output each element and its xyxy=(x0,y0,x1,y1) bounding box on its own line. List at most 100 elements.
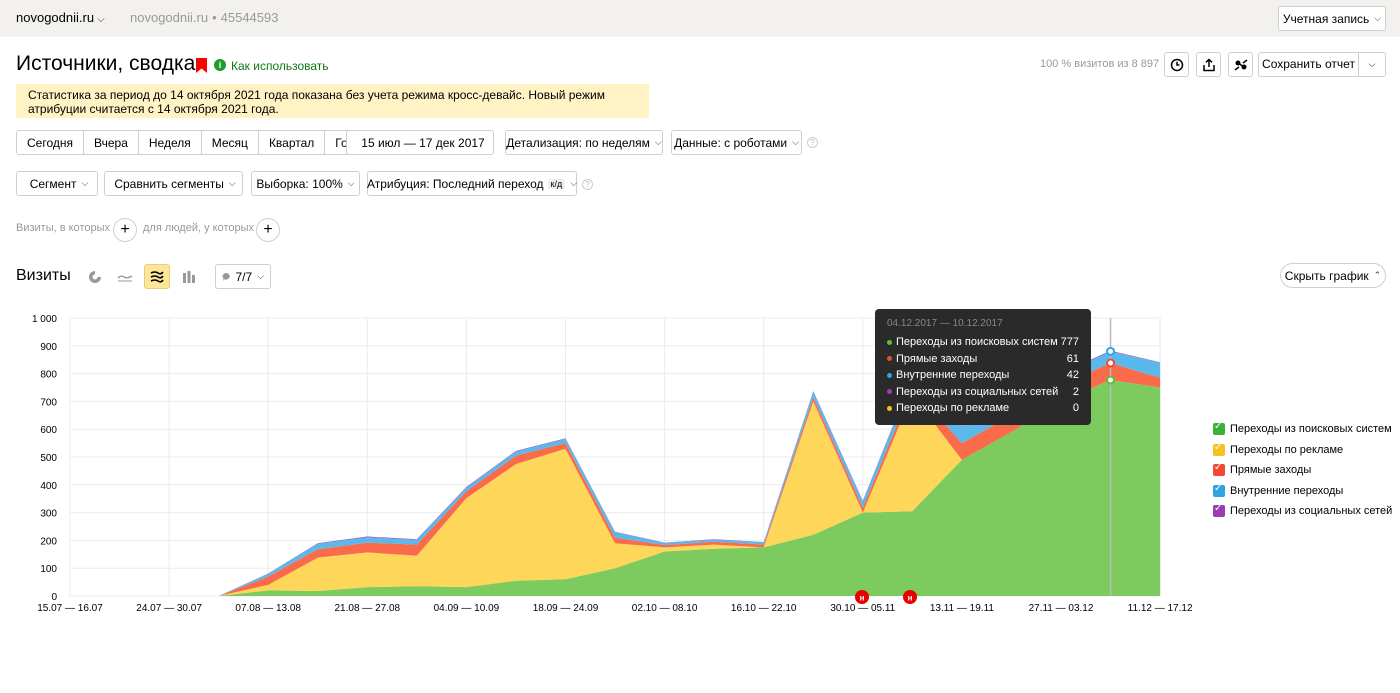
period-tab-quarter[interactable]: Квартал xyxy=(258,131,326,154)
save-report-button[interactable]: Сохранить отчет xyxy=(1259,53,1359,76)
data-mode-select[interactable]: Данные: с роботами ⌵ xyxy=(671,130,802,155)
hover-point xyxy=(1106,375,1116,385)
share-button[interactable] xyxy=(1228,52,1253,77)
tooltip-label: Внутренние переходы xyxy=(896,369,1010,382)
help-icon[interactable]: ? xyxy=(582,179,593,190)
tooltip-value: 42 xyxy=(1066,369,1079,382)
chart-type-line[interactable] xyxy=(112,264,138,289)
legend-checkbox[interactable] xyxy=(1213,483,1225,497)
x-tick-label: 04.09 — 10.09 xyxy=(434,603,500,614)
account-button[interactable]: Учетная запись ⌵ xyxy=(1278,6,1386,31)
legend-item[interactable]: Переходы из поисковых систем xyxy=(1213,419,1392,440)
attribution-select[interactable]: Атрибуция: Последний переход к/д ⌵ xyxy=(367,171,577,196)
separator: • xyxy=(212,10,217,25)
y-tick-label: 600 xyxy=(40,425,57,436)
tooltip-dot xyxy=(887,372,892,378)
legend-checkbox[interactable] xyxy=(1213,462,1225,477)
legend-item[interactable]: Переходы по рекламе xyxy=(1213,440,1392,461)
legend-checkbox[interactable] xyxy=(1213,442,1225,456)
chevron-down-icon: ⌵ xyxy=(97,14,105,25)
chevron-down-icon: ⌵ xyxy=(792,137,799,147)
metrics-select[interactable]: 7/7 ⌵ xyxy=(215,264,271,289)
area-series-0[interactable] xyxy=(70,380,1161,596)
period-tab-today[interactable]: Сегодня xyxy=(17,131,84,154)
tooltip-dot xyxy=(887,405,892,411)
compare-segments-button[interactable]: Сравнить сегменты ⌵ xyxy=(104,171,243,196)
site-secondary: novogodnii.ru xyxy=(130,10,209,25)
date-range-label: 15 июл — 17 дек 2017 xyxy=(361,135,485,150)
x-tick-label: 11.12 — 17.12 xyxy=(1128,603,1193,614)
hide-chart-button[interactable]: Скрыть график ⌃ xyxy=(1280,263,1386,288)
people-filter-label: для людей, у которых xyxy=(143,222,254,234)
x-tick-label: 18.09 — 24.09 xyxy=(533,603,599,614)
chevron-up-icon: ⌃ xyxy=(1373,270,1382,280)
tooltip-row: Прямые заходы 61 xyxy=(887,351,1079,368)
chart-type-bar[interactable] xyxy=(176,264,202,289)
bookmark-icon[interactable] xyxy=(196,58,207,73)
clock-icon xyxy=(1170,58,1183,71)
info-icon[interactable]: i xyxy=(214,59,226,71)
howto-link[interactable]: Как использовать xyxy=(231,59,329,73)
tooltip-dot xyxy=(887,389,892,395)
tooltip-row: Переходы из поисковых систем 777 xyxy=(887,334,1079,351)
tooltip-label: Переходы из поисковых систем xyxy=(896,336,1058,349)
hide-chart-label: Скрыть график xyxy=(1284,268,1369,283)
visits-percent: 100 % визитов из 8 897 xyxy=(1040,58,1160,70)
legend-checkbox[interactable] xyxy=(1213,503,1225,518)
legend-item[interactable]: Прямые заходы xyxy=(1213,460,1392,481)
attribution-notice: Статистика за период до 14 октября 2021 … xyxy=(16,84,649,118)
y-tick-label: 900 xyxy=(40,342,57,353)
period-tab-week[interactable]: Неделя xyxy=(138,131,202,154)
period-tab-month[interactable]: Месяц xyxy=(201,131,259,154)
chevron-down-icon: ⌵ xyxy=(654,137,662,147)
x-tick-label: 30.10 — 05.11 xyxy=(830,603,895,614)
sample-select[interactable]: Выборка: 100% ⌵ xyxy=(251,171,360,196)
date-range-button[interactable]: 15 июл — 17 дек 2017 xyxy=(346,130,494,155)
add-visit-filter-button[interactable]: + xyxy=(113,218,137,242)
y-tick-label: 700 xyxy=(40,397,57,408)
x-tick-label: 02.10 — 08.10 xyxy=(632,603,698,614)
tooltip-value: 0 xyxy=(1072,402,1079,415)
y-tick-label: 1 000 xyxy=(32,314,57,325)
tooltip-value: 61 xyxy=(1066,352,1079,365)
help-icon[interactable]: ? xyxy=(807,137,818,148)
tooltip-label: Прямые заходы xyxy=(896,352,978,365)
detail-select[interactable]: Детализация: по неделям ⌵ xyxy=(505,130,663,155)
chevron-down-icon: ⌵ xyxy=(347,178,355,188)
x-tick-label: 07.08 — 13.08 xyxy=(235,603,301,614)
chart-type-pie[interactable] xyxy=(82,264,108,289)
site-selector[interactable]: novogodnii.ru ⌵ xyxy=(16,10,105,25)
visits-filter-label: Визиты, в которых xyxy=(16,222,110,234)
compare-segments-label: Сравнить сегменты xyxy=(114,176,224,191)
detail-label: Детализация: по неделям xyxy=(506,135,650,150)
segment-button[interactable]: Сегмент ⌵ xyxy=(16,171,98,196)
y-tick-label: 0 xyxy=(51,592,57,603)
save-report-dropdown[interactable]: ⌵ xyxy=(1368,59,1376,69)
metrics-count: 7/7 xyxy=(235,269,253,284)
legend-item[interactable]: Внутренние переходы xyxy=(1213,481,1392,502)
site-selector-label: novogodnii.ru xyxy=(16,10,95,25)
area-series-1[interactable] xyxy=(70,380,1161,596)
top-bar: novogodnii.ru ⌵ novogodnii.ru • 45544593 Уч… xyxy=(0,0,1400,37)
legend-item[interactable]: Переходы из социальных сетей xyxy=(1213,501,1392,522)
bar-chart-icon xyxy=(183,270,195,283)
add-people-filter-button[interactable]: + xyxy=(256,218,280,242)
annotation-marker[interactable]: н xyxy=(903,590,917,604)
annotation-marker[interactable]: н xyxy=(855,590,869,604)
period-tab-yesterday[interactable]: Вчера xyxy=(84,131,139,154)
x-tick-label: 16.10 — 22.10 xyxy=(731,603,797,614)
tooltip-row: Переходы из социальных сетей 2 xyxy=(887,384,1079,401)
tooltip-dot xyxy=(887,339,892,345)
chevron-down-icon: ⌵ xyxy=(81,178,89,188)
comment-icon xyxy=(222,272,230,281)
save-report-group: Сохранить отчет ⌵ xyxy=(1258,52,1386,77)
attribution-label: Атрибуция: Последний переход xyxy=(366,176,544,191)
data-mode-label: Данные: с роботами xyxy=(674,135,788,150)
legend-checkbox[interactable] xyxy=(1213,421,1225,436)
share-icon xyxy=(1234,58,1247,71)
x-tick-label: 15.07 — 16.07 xyxy=(37,603,103,614)
chart-type-area[interactable] xyxy=(144,264,170,289)
export-button[interactable] xyxy=(1196,52,1221,77)
history-button[interactable] xyxy=(1164,52,1189,77)
sample-label: Выборка: 100% xyxy=(256,176,343,191)
